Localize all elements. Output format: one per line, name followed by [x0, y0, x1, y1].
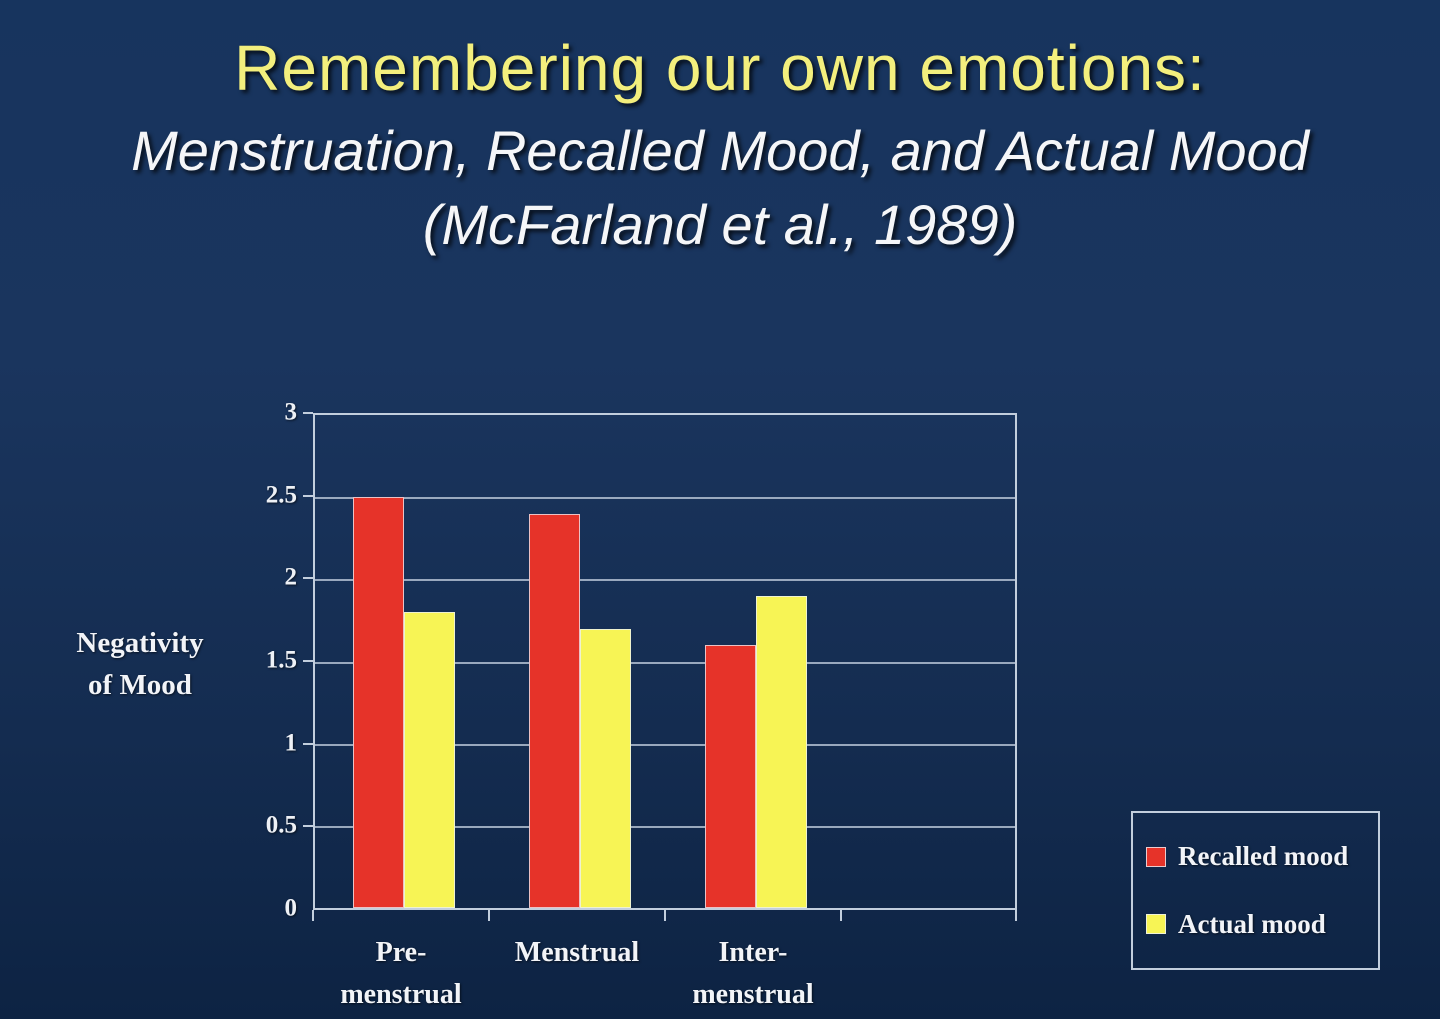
bar-actual-intermenstrual: [756, 595, 807, 908]
legend-swatch-actual-icon: [1146, 914, 1166, 935]
y-tick-label-2-5: 2.5: [265, 481, 297, 509]
plot-area: [313, 413, 1017, 910]
legend-swatch-recalled-icon: [1146, 846, 1166, 867]
x-tick-mark: [1015, 910, 1017, 921]
category-label-intermenstrual: Inter- menstrual: [653, 932, 853, 1016]
y-tick-label-3: 3: [284, 398, 298, 426]
legend-label-recalled: Recalled mood: [1178, 841, 1349, 872]
gridline-1-5: [315, 661, 1015, 664]
x-tick-mark: [488, 910, 490, 921]
legend-item-actual-mood: Actual mood: [1146, 909, 1378, 940]
gridline-1: [315, 743, 1015, 746]
title-block: Remembering our own emotions: Menstruati…: [0, 22, 1440, 262]
bar-recalled-intermenstrual: [705, 645, 756, 908]
bar-recalled-premenstrual: [353, 497, 404, 908]
bar-actual-premenstrual: [404, 612, 455, 908]
category-label-line: Pre-: [375, 937, 427, 968]
y-tick-label-2: 2: [284, 563, 298, 591]
slide-title: Remembering our own emotions:: [234, 32, 1206, 104]
category-label-line: menstrual: [692, 979, 814, 1010]
bar-actual-menstrual: [580, 628, 631, 908]
legend-label-actual: Actual mood: [1178, 908, 1326, 939]
y-axis-title-line2: of Mood: [88, 669, 192, 701]
category-label-premenstrual: Pre- menstrual: [301, 932, 501, 1016]
y-tick-mark: [303, 412, 313, 414]
y-tick-label-1-5: 1.5: [265, 646, 297, 674]
y-tick-mark: [303, 825, 313, 827]
gridline-2: [315, 579, 1015, 582]
category-label-line: Inter-: [718, 937, 788, 968]
y-tick-mark: [303, 660, 313, 662]
category-label-line: menstrual: [340, 979, 462, 1010]
gridline-2-5: [315, 497, 1015, 500]
gridline-0-5: [315, 825, 1015, 828]
x-tick-mark: [840, 910, 842, 921]
bar-recalled-menstrual: [529, 513, 580, 908]
y-tick-label-0-5: 0.5: [265, 811, 297, 839]
x-tick-mark: [664, 910, 666, 921]
y-axis-title: Negativity of Mood: [40, 622, 240, 706]
slide-subtitle-line1: Menstruation, Recalled Mood, and Actual …: [131, 119, 1309, 182]
y-tick-label-0: 0: [284, 894, 298, 922]
y-axis-title-line1: Negativity: [76, 627, 204, 659]
category-label-menstrual: Menstrual: [477, 932, 677, 974]
legend-item-recalled-mood: Recalled mood: [1146, 841, 1378, 872]
y-tick-label-1: 1: [284, 729, 298, 757]
chart-legend: Recalled mood Actual mood: [1131, 811, 1380, 970]
slide-subtitle-line2: (McFarland et al., 1989): [422, 193, 1018, 256]
y-tick-mark: [303, 577, 313, 579]
category-label-line: Menstrual: [514, 937, 640, 968]
y-tick-mark: [303, 743, 313, 745]
x-tick-mark: [312, 910, 314, 921]
y-tick-mark: [303, 495, 313, 497]
